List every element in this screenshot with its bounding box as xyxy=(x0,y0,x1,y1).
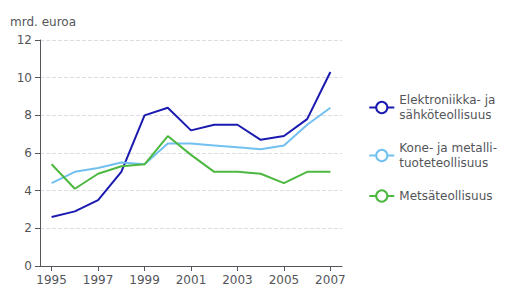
svg-text:6: 6 xyxy=(24,146,32,160)
svg-text:1995: 1995 xyxy=(36,273,67,287)
svg-text:2005: 2005 xyxy=(269,273,300,287)
svg-text:4: 4 xyxy=(24,184,32,198)
svg-text:mrd. euroa: mrd. euroa xyxy=(10,15,76,29)
svg-text:2003: 2003 xyxy=(222,273,253,287)
svg-text:2001: 2001 xyxy=(176,273,207,287)
svg-text:10: 10 xyxy=(17,71,32,85)
svg-text:0: 0 xyxy=(24,259,32,273)
svg-text:Metsäteollisuus: Metsäteollisuus xyxy=(399,189,492,203)
svg-text:1999: 1999 xyxy=(129,273,160,287)
svg-text:12: 12 xyxy=(17,33,32,47)
svg-text:Kone- ja metalli-: Kone- ja metalli- xyxy=(399,141,497,155)
svg-text:Elektroniikka- ja: Elektroniikka- ja xyxy=(399,93,495,107)
svg-text:1997: 1997 xyxy=(83,273,114,287)
svg-text:2: 2 xyxy=(24,221,32,235)
svg-text:8: 8 xyxy=(24,108,32,122)
svg-text:sähköteollisuus: sähköteollisuus xyxy=(399,108,491,122)
svg-text:tuoteteollisuus: tuoteteollisuus xyxy=(399,156,488,170)
svg-text:2007: 2007 xyxy=(315,273,346,287)
